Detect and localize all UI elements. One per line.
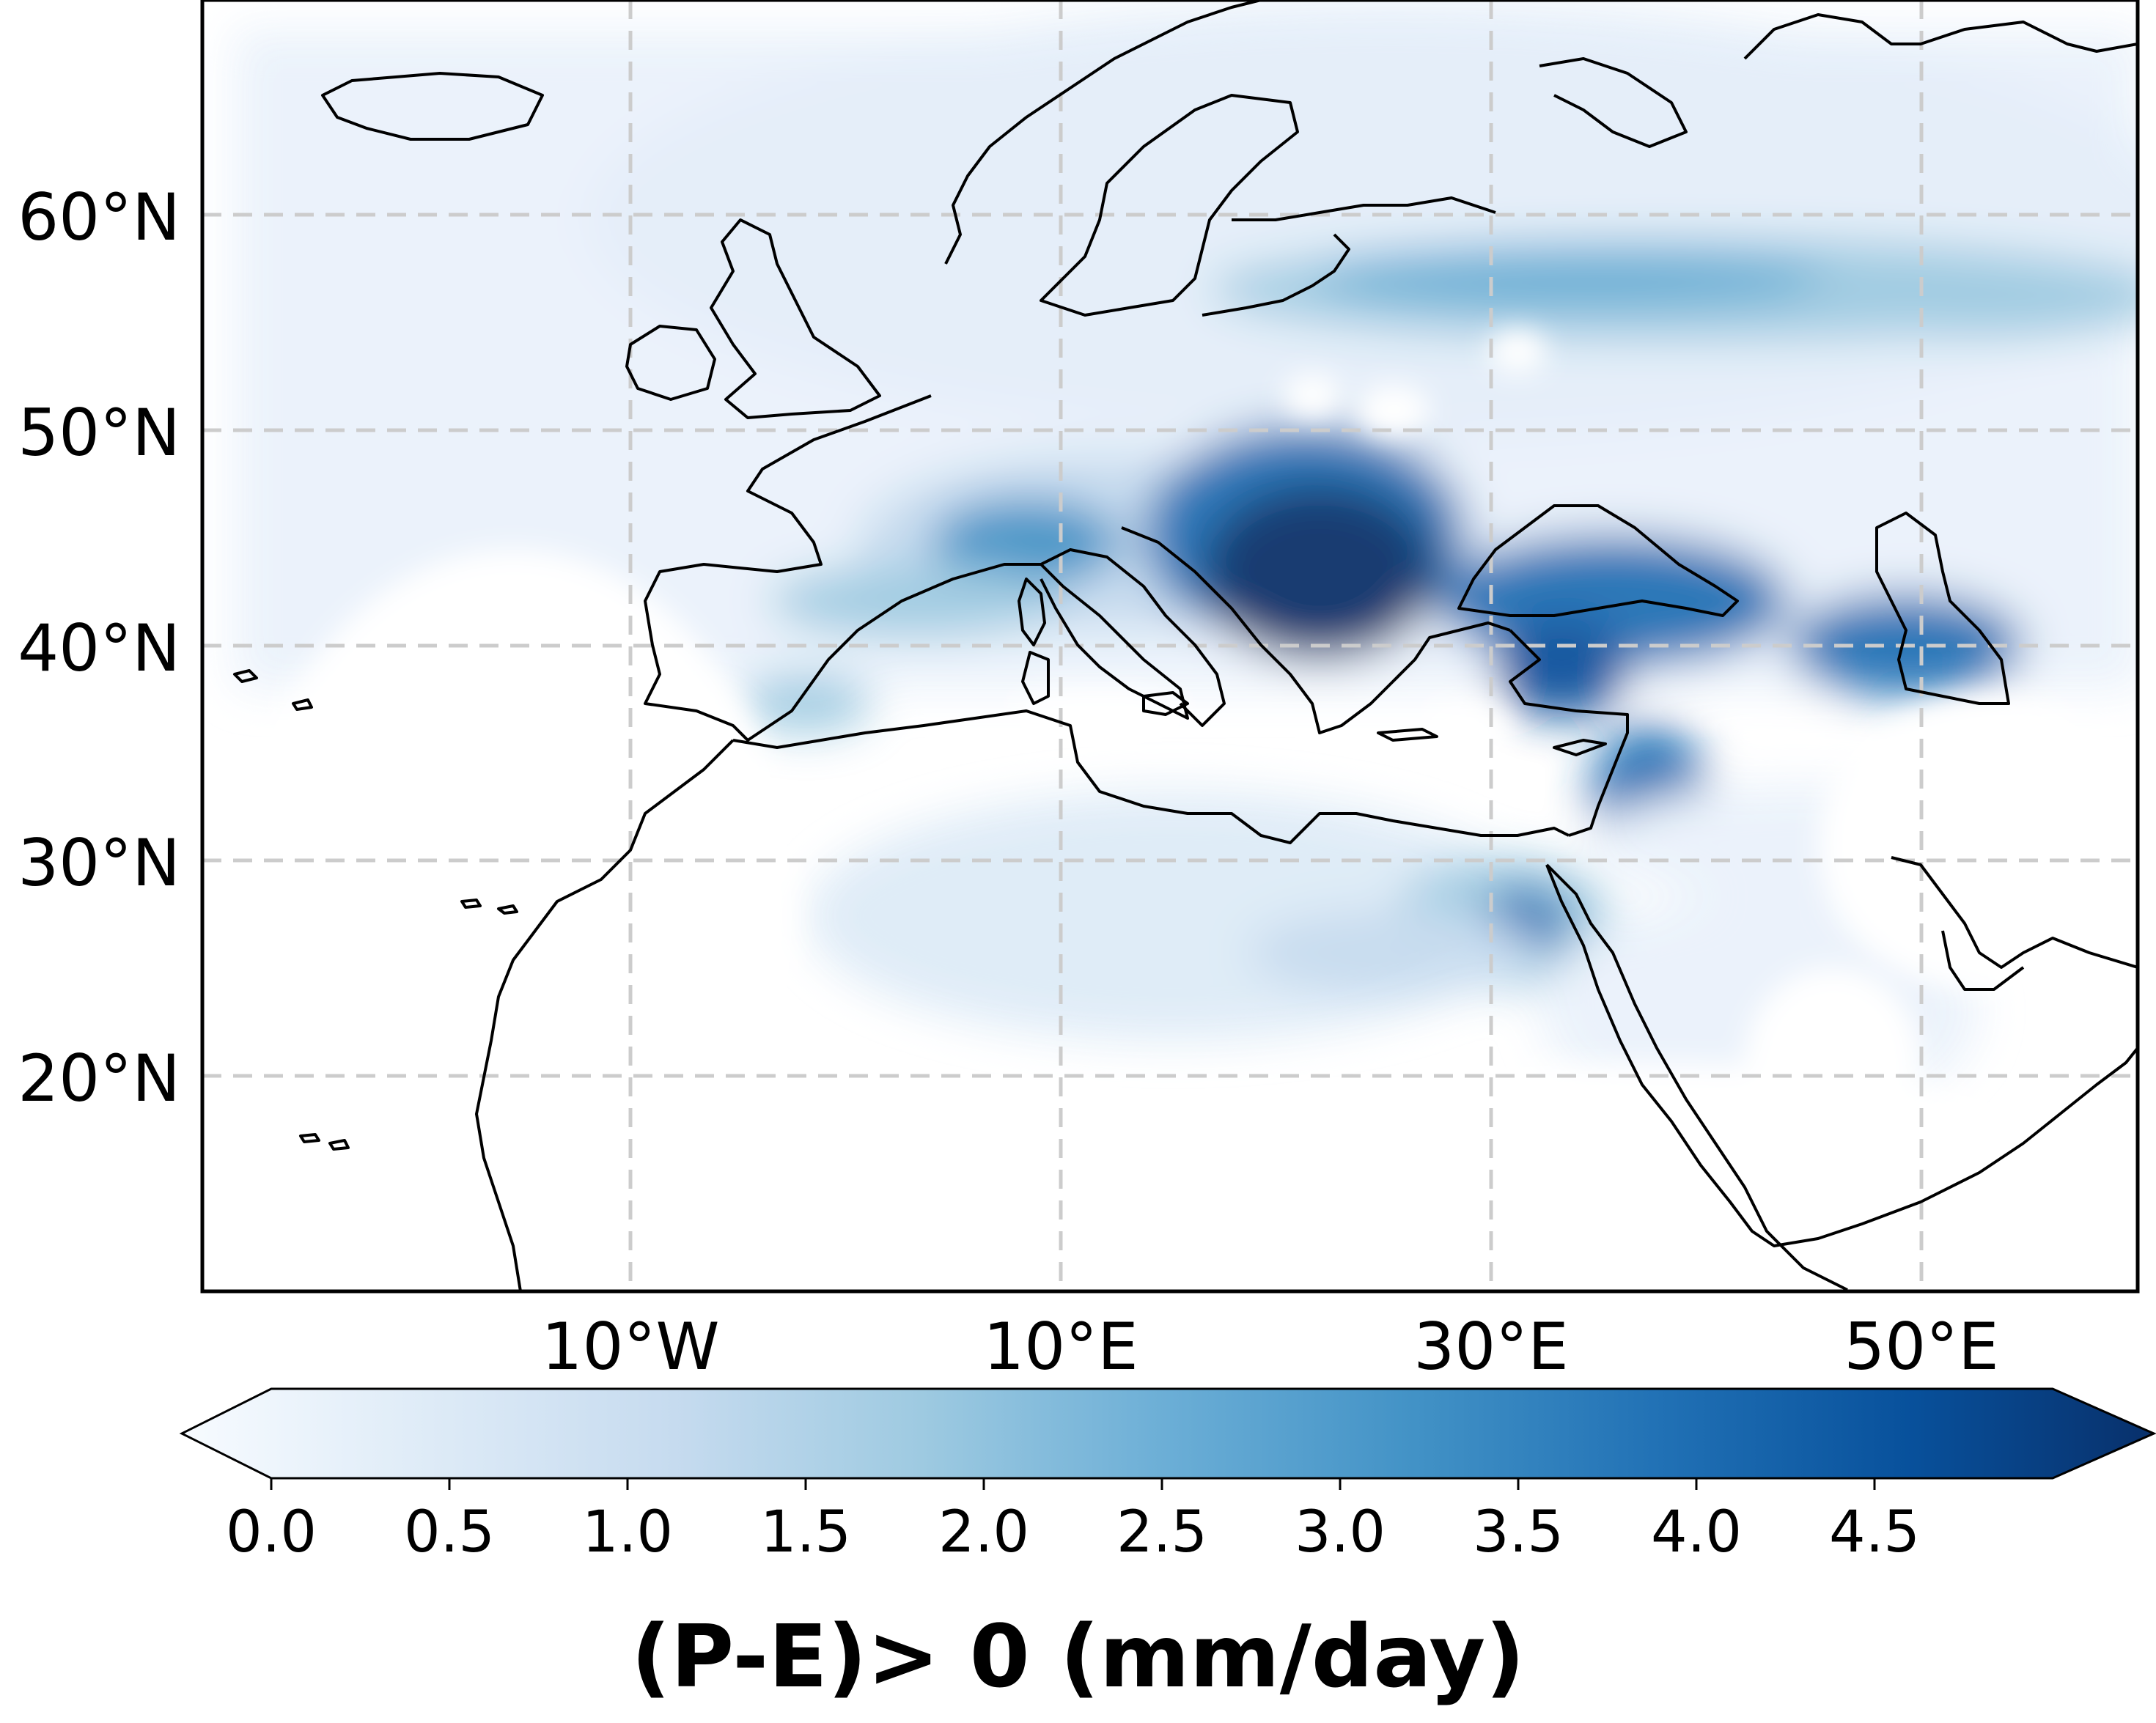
colorbar-tick: 3.5 <box>1472 1499 1564 1565</box>
coastlines <box>233 0 2138 1291</box>
lat-label-30n: 30°N <box>18 825 180 901</box>
colorbar-tick: 3.0 <box>1294 1499 1386 1565</box>
colorbar-tick: 1.0 <box>581 1499 674 1565</box>
colorbar-tick: 0.5 <box>403 1499 496 1565</box>
colorbar-tick: 2.0 <box>938 1499 1030 1565</box>
lon-label-30e: 30°E <box>1413 1309 1569 1384</box>
colorbar-tick: 4.0 <box>1650 1499 1743 1565</box>
colorbar-tick: 2.5 <box>1116 1499 1208 1565</box>
colorbar-label: (P-E)> 0 (mm/day) <box>630 1606 1526 1707</box>
map-gridlines <box>202 0 2138 1291</box>
lon-label-10e: 10°E <box>983 1309 1138 1384</box>
lat-label-50n: 50°N <box>18 395 180 471</box>
lon-label-50e: 50°E <box>1844 1309 1999 1384</box>
lat-label-40n: 40°N <box>18 610 180 686</box>
lat-label-60n: 60°N <box>18 180 180 255</box>
lat-label-20n: 20°N <box>18 1041 180 1116</box>
lon-label-10w: 10°W <box>541 1309 720 1384</box>
colorbar-tick: 0.0 <box>225 1499 317 1565</box>
colorbar-tick: 1.5 <box>759 1499 852 1565</box>
colorbar <box>179 1387 2156 1490</box>
colorbar-tick: 4.5 <box>1828 1499 1921 1565</box>
map-frame <box>200 0 2140 1294</box>
